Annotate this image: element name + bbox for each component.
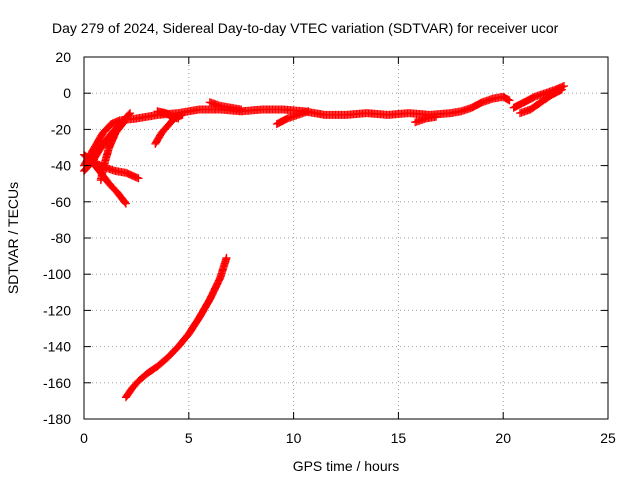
y-tick-label: 0 [63,85,71,101]
y-tick-label: -180 [43,411,71,427]
y-tick-label: 20 [55,49,71,65]
data-point-markers [153,107,183,123]
y-tick-label: -140 [43,339,71,355]
x-tick-label: 25 [600,430,616,446]
series-arc-mid-b [153,107,183,123]
x-tick-label: 0 [80,430,88,446]
x-axis-label: GPS time / hours [293,458,400,474]
data-point-markers [411,112,441,127]
data-point-markers [205,98,246,114]
series-arc-mid-e [411,112,441,127]
series-arc-late-2 [516,85,566,118]
x-tick-label: 10 [286,430,302,446]
y-tick-label: -40 [51,158,71,174]
series-arc-mid-c [205,98,246,114]
chart-title: Day 279 of 2024, Sidereal Day-to-day VTE… [52,20,559,36]
y-tick-label: -60 [51,194,71,210]
x-tick-label: 5 [185,430,193,446]
data-layer [80,82,568,402]
data-point-markers [96,118,128,185]
series-arc-low [121,253,231,402]
data-point-markers [272,107,313,128]
axis-ticks: 0 5 10 15 20 25 20 0 -20 -40 -60 -80 -100 -120 -140 -16… [43,49,616,446]
series-arc-mid-d [272,107,313,128]
x-tick-label: 15 [391,430,407,446]
data-point-markers [516,85,566,118]
series-arc-early-d [96,118,128,185]
y-tick-label: -20 [51,121,71,137]
y-tick-label: -100 [43,266,71,282]
data-point-markers [121,253,231,402]
y-tick-label: -80 [51,230,71,246]
y-tick-label: -160 [43,375,71,391]
y-tick-label: -120 [43,302,71,318]
y-axis-label: SDTVAR / TECUs [5,182,21,294]
x-tick-label: 20 [495,430,511,446]
